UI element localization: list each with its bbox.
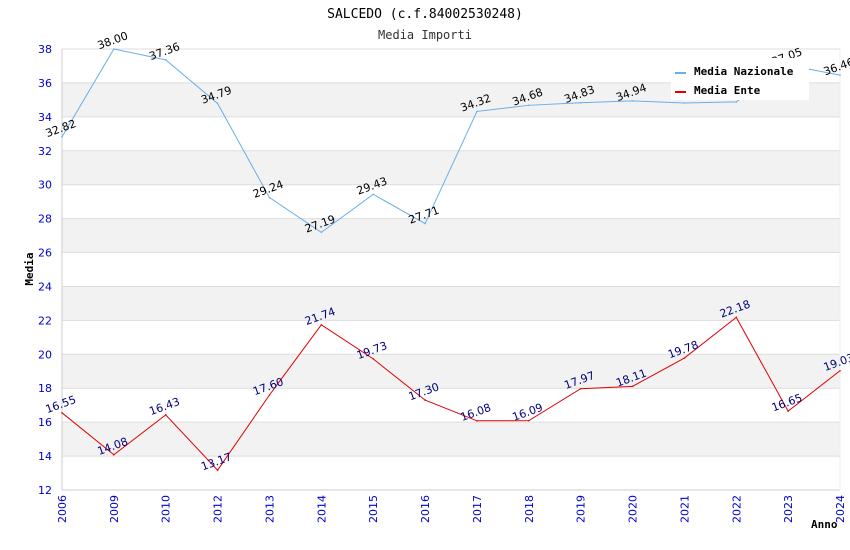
data-label: 16.43 xyxy=(148,395,182,418)
data-point xyxy=(113,453,115,456)
data-point xyxy=(268,196,271,199)
y-tick-label: 30 xyxy=(38,179,52,192)
y-tick-label: 22 xyxy=(38,314,52,327)
x-tick-label: 2016 xyxy=(419,495,432,523)
y-tick-labels: 12 14 16 18 20 22 24 26 28 30 32 34 36 38 xyxy=(38,43,52,497)
data-point xyxy=(320,323,323,326)
data-point xyxy=(528,104,530,107)
x-tick-labels: 2006 2009 2010 2012 2013 2014 2015 2016 2017 2018… xyxy=(56,495,847,523)
data-point xyxy=(735,101,738,103)
x-tick-label: 2015 xyxy=(367,495,380,523)
x-tick-label: 2017 xyxy=(471,495,484,523)
y-axis-label: Media xyxy=(23,252,36,285)
x-tick-label: 2010 xyxy=(160,495,173,523)
chart-title: SALCEDO (c.f.84002530248) xyxy=(327,7,523,22)
series-line-media-nazionale xyxy=(61,48,841,233)
data-point xyxy=(839,369,841,372)
data-point xyxy=(268,394,271,396)
data-point xyxy=(528,419,530,422)
x-tick-label: 2018 xyxy=(523,495,536,523)
x-tick-label: 2022 xyxy=(730,495,743,523)
chart-subtitle: Media Importi xyxy=(378,28,472,42)
legend-box xyxy=(671,58,809,100)
y-tick-label: 14 xyxy=(38,450,52,463)
x-tick-label: 2006 xyxy=(56,495,69,523)
data-point xyxy=(164,59,167,61)
data-point xyxy=(113,48,115,50)
grid-band xyxy=(62,422,840,457)
series-line-media-ente xyxy=(61,316,841,471)
y-tick-label: 38 xyxy=(38,43,52,56)
y-tick-label: 28 xyxy=(38,213,52,226)
x-tick-label: 2009 xyxy=(108,495,121,523)
y-tick-label: 18 xyxy=(38,382,52,395)
data-point xyxy=(476,110,478,113)
x-tick-label: 2019 xyxy=(575,495,588,523)
y-tick-label: 20 xyxy=(38,348,52,361)
data-point xyxy=(787,410,789,412)
x-tick-label: 2020 xyxy=(627,495,640,523)
data-point xyxy=(735,316,738,319)
x-tick-label: 2023 xyxy=(782,495,795,523)
data-label: 16.65 xyxy=(770,391,804,414)
data-point xyxy=(631,385,634,388)
data-point xyxy=(424,399,426,401)
data-point xyxy=(579,101,582,104)
x-tick-label: 2014 xyxy=(315,495,328,523)
y-tick-label: 32 xyxy=(38,145,52,158)
data-point xyxy=(372,358,375,360)
y-tick-label: 34 xyxy=(38,111,52,124)
y-tick-label: 16 xyxy=(38,416,52,429)
data-point xyxy=(476,419,478,422)
grid-band xyxy=(62,218,840,253)
data-point xyxy=(683,102,686,104)
x-tick-label: 2013 xyxy=(263,495,276,523)
data-point xyxy=(372,193,375,196)
x-tick-label: 2021 xyxy=(678,495,691,523)
axes xyxy=(61,49,841,491)
data-point xyxy=(164,414,167,416)
data-point xyxy=(61,136,63,138)
y-tick-label: 24 xyxy=(38,280,52,293)
data-point xyxy=(61,412,63,414)
legend: Media Nazionale Media Ente xyxy=(671,58,809,100)
y-tick-label: 36 xyxy=(38,77,52,90)
grid-band xyxy=(62,354,840,389)
data-point xyxy=(631,100,634,102)
grid-band xyxy=(62,286,840,321)
x-axis-label: Anno xyxy=(811,518,838,531)
data-label: 16.55 xyxy=(44,393,78,416)
y-tick-label: 12 xyxy=(38,484,52,497)
x-tick-label: 2012 xyxy=(212,495,225,523)
x-tick-label: 2024 xyxy=(834,495,847,523)
data-point xyxy=(424,222,426,225)
data-point xyxy=(839,74,841,76)
y-tick-label: 26 xyxy=(38,247,52,260)
data-point xyxy=(216,102,219,105)
legend-label-media-nazionale: Media Nazionale xyxy=(694,65,794,78)
data-point xyxy=(216,469,219,471)
data-point xyxy=(683,357,686,359)
legend-label-media-ente: Media Ente xyxy=(694,84,761,97)
data-point xyxy=(320,231,323,234)
data-point xyxy=(579,387,582,390)
data-label: 36.46 xyxy=(822,55,850,78)
